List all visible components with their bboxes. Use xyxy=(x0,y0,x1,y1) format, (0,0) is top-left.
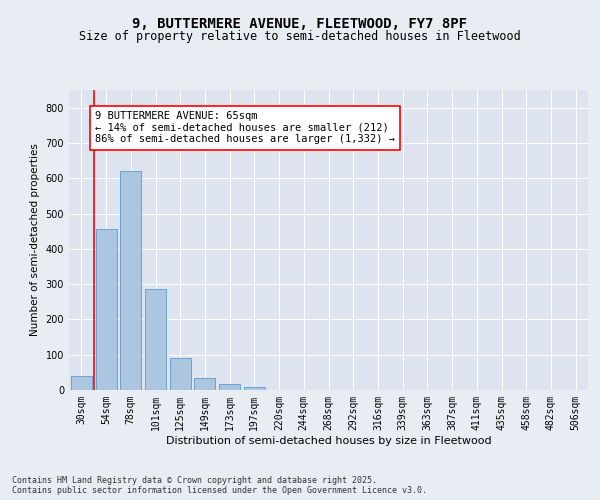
Bar xyxy=(219,384,240,390)
Bar xyxy=(145,290,166,390)
Text: 9, BUTTERMERE AVENUE, FLEETWOOD, FY7 8PF: 9, BUTTERMERE AVENUE, FLEETWOOD, FY7 8PF xyxy=(133,18,467,32)
Text: 9 BUTTERMERE AVENUE: 65sqm
← 14% of semi-detached houses are smaller (212)
86% o: 9 BUTTERMERE AVENUE: 65sqm ← 14% of semi… xyxy=(95,111,395,144)
Text: Contains HM Land Registry data © Crown copyright and database right 2025.
Contai: Contains HM Land Registry data © Crown c… xyxy=(12,476,427,495)
Bar xyxy=(170,358,191,390)
Bar xyxy=(194,378,215,390)
Bar xyxy=(120,171,141,390)
Bar xyxy=(244,387,265,390)
Bar xyxy=(95,230,116,390)
Y-axis label: Number of semi-detached properties: Number of semi-detached properties xyxy=(30,144,40,336)
Bar xyxy=(71,376,92,390)
Text: Size of property relative to semi-detached houses in Fleetwood: Size of property relative to semi-detach… xyxy=(79,30,521,43)
X-axis label: Distribution of semi-detached houses by size in Fleetwood: Distribution of semi-detached houses by … xyxy=(166,436,491,446)
